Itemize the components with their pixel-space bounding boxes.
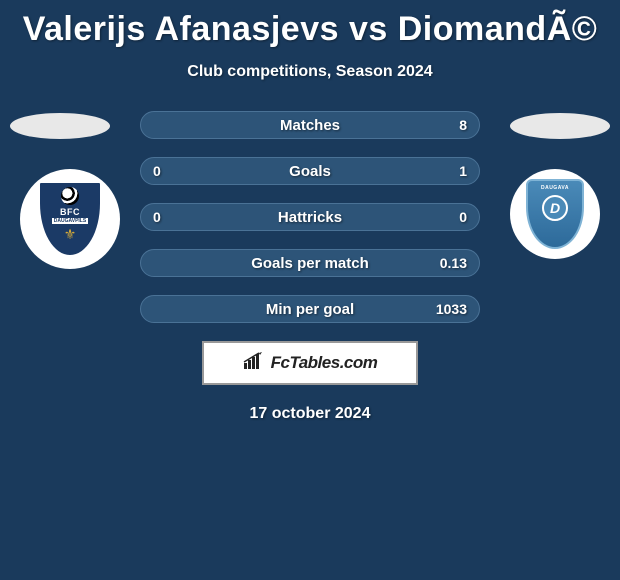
stat-right-value: 8	[459, 117, 467, 133]
stat-left-value: 0	[153, 209, 161, 225]
date-text: 17 october 2024	[0, 405, 620, 423]
comparison-content: BFC DAUGAVPILS ⚜ DAUGAVA D Matches 8 0 G…	[0, 111, 620, 423]
page-title: Valerijs Afanasjevs vs DiomandÃ©	[0, 0, 620, 49]
stat-left-value: 0	[153, 163, 161, 179]
stat-right-value: 0.13	[440, 255, 467, 271]
stat-label: Matches	[280, 117, 340, 134]
shield-icon: BFC DAUGAVPILS ⚜	[37, 180, 103, 258]
stat-label: Hattricks	[278, 209, 342, 226]
shield-icon: DAUGAVA D	[526, 179, 584, 249]
stat-right-value: 1033	[436, 301, 467, 317]
soccer-ball-icon	[61, 187, 79, 205]
brand-text: FcTables.com	[271, 353, 378, 373]
club-badge-right: DAUGAVA D	[510, 169, 600, 259]
stat-right-value: 1	[459, 163, 467, 179]
stat-row-hattricks: 0 Hattricks 0	[140, 203, 480, 231]
subtitle: Club competitions, Season 2024	[0, 63, 620, 81]
stat-label: Min per goal	[266, 301, 354, 318]
player-avatar-right	[510, 113, 610, 139]
badge-text-city: DAUGAVPILS	[52, 218, 88, 224]
badge-text-daugava: DAUGAVA	[541, 185, 569, 191]
stat-row-matches: Matches 8	[140, 111, 480, 139]
stat-label: Goals per match	[251, 255, 369, 272]
brand-box[interactable]: FcTables.com	[202, 341, 418, 385]
stat-row-goals-per-match: Goals per match 0.13	[140, 249, 480, 277]
fleur-de-lis-icon: ⚜	[64, 226, 77, 243]
badge-letter-circle: D	[542, 195, 568, 221]
player-avatar-left	[10, 113, 110, 139]
stats-container: Matches 8 0 Goals 1 0 Hattricks 0 Goals …	[140, 111, 480, 323]
badge-text-bfc: BFC	[60, 207, 80, 217]
stat-row-goals: 0 Goals 1	[140, 157, 480, 185]
stat-label: Goals	[289, 163, 331, 180]
bar-chart-icon	[243, 352, 265, 375]
stat-row-min-per-goal: Min per goal 1033	[140, 295, 480, 323]
stat-right-value: 0	[459, 209, 467, 225]
club-badge-left: BFC DAUGAVPILS ⚜	[20, 169, 120, 269]
